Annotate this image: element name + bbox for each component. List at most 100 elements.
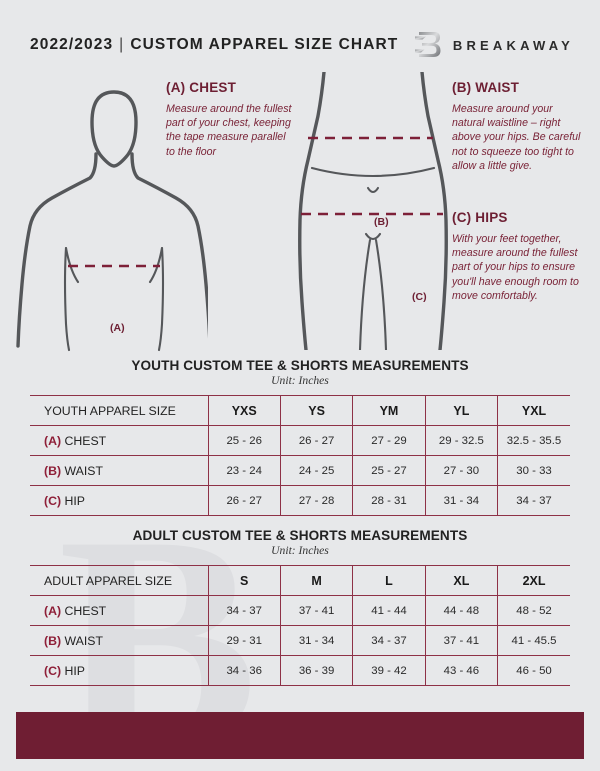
table-cell: 29 - 31 [207,625,281,656]
table-cell: 41 - 45.5 [497,625,570,656]
adult-size-header: XL [424,565,499,596]
breakaway-b-logo-icon [414,32,441,57]
youth-size-table: YOUTH APPAREL SIZE YXS YS YM YL YXL (A) … [30,395,570,516]
page-title: 2022/2023 | CUSTOM APPAREL SIZE CHART [30,36,398,54]
table-cell: 39 - 42 [352,655,426,686]
row-tag: (B) [44,463,62,478]
measurement-illustrations: (A) (B) (C) [0,72,600,352]
table-cell: 26 - 27 [279,425,354,456]
waist-dimension-label: (B) [374,216,389,228]
table-cell: 36 - 39 [279,655,354,686]
row-label: WAIST [64,463,103,478]
adult-row-label-waist: (B) WAIST [30,625,209,656]
chest-dimension-label: (A) [110,322,125,334]
youth-table-title: YOUTH CUSTOM TEE & SHORTS MEASUREMENTS [131,358,469,373]
table-cell: 34 - 37 [352,625,426,656]
table-cell: 34 - 37 [207,595,281,626]
row-label: HIP [64,663,86,678]
brand-lockup: BREAKAWAY [413,28,574,62]
row-tag: (B) [44,633,62,648]
table-cell: 25 - 27 [352,455,426,486]
adult-size-header: L [352,565,426,596]
youth-corner-header: YOUTH APPAREL SIZE [30,395,209,426]
table-row: (B) WAIST 23 - 24 24 - 25 25 - 27 27 - 3… [30,455,570,486]
table-cell: 32.5 - 35.5 [497,425,570,456]
table-row: (B) WAIST 29 - 31 31 - 34 34 - 37 37 - 4… [30,625,570,656]
youth-size-header: YXS [207,395,281,426]
measurement-heading-chest: (A) CHEST [166,80,237,95]
upper-body-silhouette-icon [16,90,208,352]
footer-accent-bar [16,712,584,759]
measurement-note-waist: (B) WAIST Measure around your natural wa… [452,80,587,173]
adult-size-header: S [207,565,281,596]
header-separator: | [119,36,125,53]
measurement-heading-hips: (C) HIPS [452,210,508,225]
table-cell: 37 - 41 [279,595,354,626]
table-cell: 43 - 46 [424,655,499,686]
table-cell: 46 - 50 [497,655,570,686]
table-cell: 29 - 32.5 [424,425,499,456]
youth-size-header: YXL [497,395,570,426]
adult-row-label-hip: (C) HIP [30,655,209,686]
table-header-row: ADULT APPAREL SIZE S M L XL 2XL [30,565,570,596]
table-cell: 48 - 52 [497,595,570,626]
measurement-note-chest: (A) CHEST Measure around the fullest par… [166,80,294,159]
table-cell: 25 - 26 [207,425,281,456]
table-row: (C) HIP 26 - 27 27 - 28 28 - 31 31 - 34 … [30,485,570,516]
header-year: 2022/2023 [30,36,114,53]
header-title-text: CUSTOM APPAREL SIZE CHART [130,36,399,53]
adult-table-title: ADULT CUSTOM TEE & SHORTS MEASUREMENTS [132,528,468,543]
table-row: (A) CHEST 34 - 37 37 - 41 41 - 44 44 - 4… [30,595,570,626]
youth-table-unit: Unit: Inches [271,374,329,387]
table-cell: 27 - 28 [279,485,354,516]
table-cell: 26 - 27 [207,485,281,516]
table-row: (C) HIP 34 - 36 36 - 39 39 - 42 43 - 46 … [30,655,570,686]
table-cell: 27 - 29 [352,425,426,456]
row-tag: (A) [44,433,62,448]
table-cell: 30 - 33 [497,455,570,486]
table-cell: 34 - 37 [497,485,570,516]
table-header-row: YOUTH APPAREL SIZE YXS YS YM YL YXL [30,395,570,426]
youth-row-label-hip: (C) HIP [30,485,209,516]
measurement-note-hips: (C) HIPS With your feet together, measur… [452,210,592,303]
brand-name: BREAKAWAY [452,37,574,53]
lower-body-silhouette-icon [298,72,448,350]
adult-size-header: M [279,565,354,596]
row-tag: (A) [44,603,62,618]
adult-size-table: ADULT APPAREL SIZE S M L XL 2XL (A) CHES… [30,565,570,686]
row-label: CHEST [64,433,107,448]
measurement-heading-waist: (B) WAIST [452,80,520,95]
table-cell: 27 - 30 [424,455,499,486]
adult-size-section: ADULT CUSTOM TEE & SHORTS MEASUREMENTS U… [30,528,570,686]
measurement-body-waist: Measure around your natural waistline – … [452,103,581,172]
page-header: 2022/2023 | CUSTOM APPAREL SIZE CHART BREA… [0,28,600,62]
row-label: CHEST [64,603,107,618]
youth-size-header: YL [424,395,499,426]
row-label: HIP [64,493,86,508]
table-cell: 31 - 34 [279,625,354,656]
table-row: (A) CHEST 25 - 26 26 - 27 27 - 29 29 - 3… [30,425,570,456]
table-cell: 23 - 24 [207,455,281,486]
table-cell: 31 - 34 [424,485,499,516]
table-cell: 28 - 31 [352,485,426,516]
hip-dimension-label: (C) [412,291,427,303]
table-cell: 37 - 41 [424,625,499,656]
youth-size-header: YM [352,395,426,426]
adult-row-label-chest: (A) CHEST [30,595,209,626]
row-label: WAIST [64,633,103,648]
row-tag: (C) [44,493,62,508]
table-cell: 41 - 44 [352,595,426,626]
youth-size-section: YOUTH CUSTOM TEE & SHORTS MEASUREMENTS U… [30,358,570,516]
adult-size-header: 2XL [497,565,570,596]
youth-row-label-chest: (A) CHEST [30,425,209,456]
table-cell: 44 - 48 [424,595,499,626]
adult-table-unit: Unit: Inches [271,544,329,557]
measurement-body-chest: Measure around the fullest part of your … [166,103,292,158]
measurement-body-hips: With your feet together, measure around … [452,233,579,302]
youth-size-header: YS [279,395,354,426]
table-cell: 34 - 36 [207,655,281,686]
adult-corner-header: ADULT APPAREL SIZE [30,565,209,596]
youth-row-label-waist: (B) WAIST [30,455,209,486]
table-cell: 24 - 25 [279,455,354,486]
